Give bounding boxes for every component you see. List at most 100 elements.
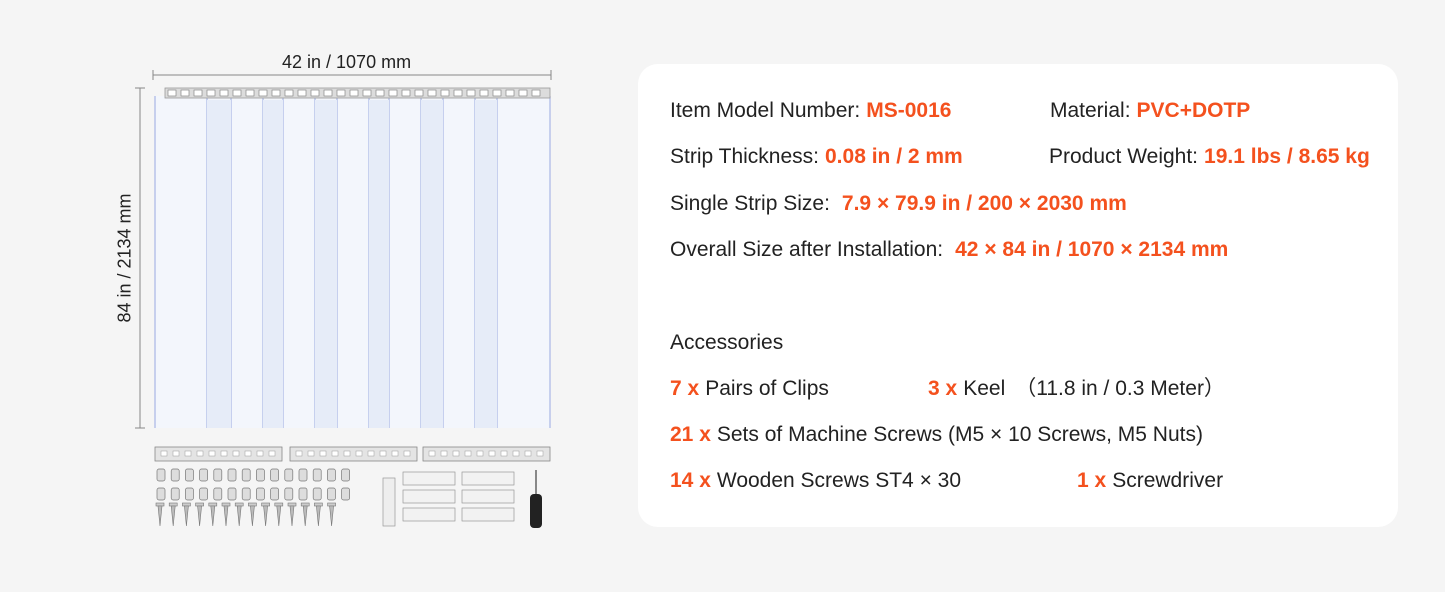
clip: [271, 89, 281, 97]
wood-screw: [316, 505, 321, 527]
screw: [256, 468, 265, 482]
keel-slot: [440, 450, 448, 457]
accessory-qty: 7 x: [670, 377, 700, 400]
keel-slot: [355, 450, 363, 457]
screw: [199, 468, 208, 482]
spec-row: Strip Thickness: 0.08 in / 2 mm: [670, 144, 963, 170]
clip: [193, 89, 203, 97]
keel-slot: [184, 450, 192, 457]
clip-part: [402, 489, 456, 504]
wood-screw-head: [327, 502, 336, 507]
wood-screw: [184, 505, 189, 527]
keel-slot: [172, 450, 180, 457]
screw: [341, 468, 350, 482]
keel-slot: [379, 450, 387, 457]
strip-overlap: [263, 100, 283, 428]
spec-value: PVC+DOTP: [1136, 99, 1251, 122]
screw: [298, 468, 308, 482]
keel-slot: [512, 450, 520, 457]
clip: [258, 89, 268, 97]
keel-slot: [476, 450, 484, 457]
clip: [219, 89, 229, 97]
screw: [241, 487, 251, 501]
keel-slot: [319, 450, 327, 457]
width-label: 42 in / 1070 mm: [282, 52, 412, 72]
screw: [199, 487, 208, 501]
clip: [297, 89, 307, 97]
wood-screw: [302, 505, 308, 527]
accessory-text: Pairs of Clips: [705, 377, 829, 400]
accessory-text: Keel: [963, 377, 1006, 400]
strip-overlap: [207, 100, 231, 428]
accessory-note: （11.8 in / 0.3 Meter）: [1015, 377, 1225, 400]
clip: [180, 89, 190, 97]
spec-label: Single Strip Size:: [670, 192, 830, 215]
screw: [227, 487, 237, 501]
wood-screw-head: [208, 502, 218, 507]
clip: [336, 89, 346, 97]
screw: [241, 468, 251, 482]
keel-slot: [256, 450, 264, 457]
screw: [213, 487, 223, 501]
screw: [185, 487, 194, 501]
wood-screw: [250, 505, 255, 527]
wood-screw-head: [274, 502, 284, 507]
wood-screw-head: [261, 502, 270, 507]
clip: [453, 89, 463, 97]
screw: [185, 468, 194, 482]
clip-part: [402, 471, 456, 486]
wood-screw-head: [234, 502, 244, 507]
keel-slot: [464, 450, 472, 457]
spec-label: Material:: [1050, 99, 1131, 122]
screwdriver-handle: [530, 494, 542, 528]
spec-value: MS-0016: [866, 99, 952, 122]
keel-slot: [428, 450, 436, 457]
screw: [284, 468, 294, 482]
keel-slot: [403, 450, 411, 457]
wood-screw-head: [314, 502, 323, 507]
keel-slot: [295, 450, 303, 457]
clip-stack: [382, 477, 396, 527]
clip-part: [461, 489, 515, 504]
wood-screw: [170, 505, 176, 527]
keel-slot: [232, 450, 240, 457]
screwdriver-shaft: [535, 470, 537, 494]
clip: [401, 89, 411, 97]
keel-slot: [500, 450, 508, 457]
accessory: 14 x Wooden Screws ST4 × 30: [670, 468, 961, 494]
clip: [531, 89, 541, 97]
screw: [156, 468, 166, 482]
keel-slot: [452, 450, 460, 457]
screw: [270, 487, 279, 501]
clip: [427, 89, 437, 97]
clip: [414, 89, 424, 97]
keel: [154, 446, 283, 462]
screw: [327, 487, 336, 501]
wood-screw: [157, 505, 163, 527]
screw: [213, 468, 223, 482]
spec-label: Strip Thickness:: [670, 145, 819, 168]
accessory-text: Sets of Machine Screws (M5 × 10 Screws, …: [716, 423, 1203, 446]
keel-slot: [343, 450, 351, 457]
wood-screw-head: [221, 502, 231, 507]
clip: [206, 89, 216, 97]
spec-card: Item Model Number: MS-0016 Material: PVC+D…: [638, 64, 1398, 527]
accessory-qty: 1 x: [1077, 469, 1107, 492]
screw: [312, 487, 322, 501]
screw: [284, 487, 294, 501]
clip: [362, 89, 372, 97]
screw: [227, 468, 237, 482]
clip: [388, 89, 398, 97]
clip-part: [461, 471, 515, 486]
keel-slot: [244, 450, 252, 457]
keel: [289, 446, 418, 462]
accessory: 3 x Keel （11.8 in / 0.3 Meter）: [928, 376, 1225, 402]
clip: [466, 89, 476, 97]
accessory-text: Wooden Screws ST4 × 30: [716, 469, 962, 492]
wood-screw: [236, 505, 242, 527]
spec-value: 7.9 × 79.9 in / 200 × 2030 mm: [841, 192, 1127, 215]
clip-part: [461, 507, 515, 522]
clip: [323, 89, 333, 97]
clip: [167, 89, 177, 97]
